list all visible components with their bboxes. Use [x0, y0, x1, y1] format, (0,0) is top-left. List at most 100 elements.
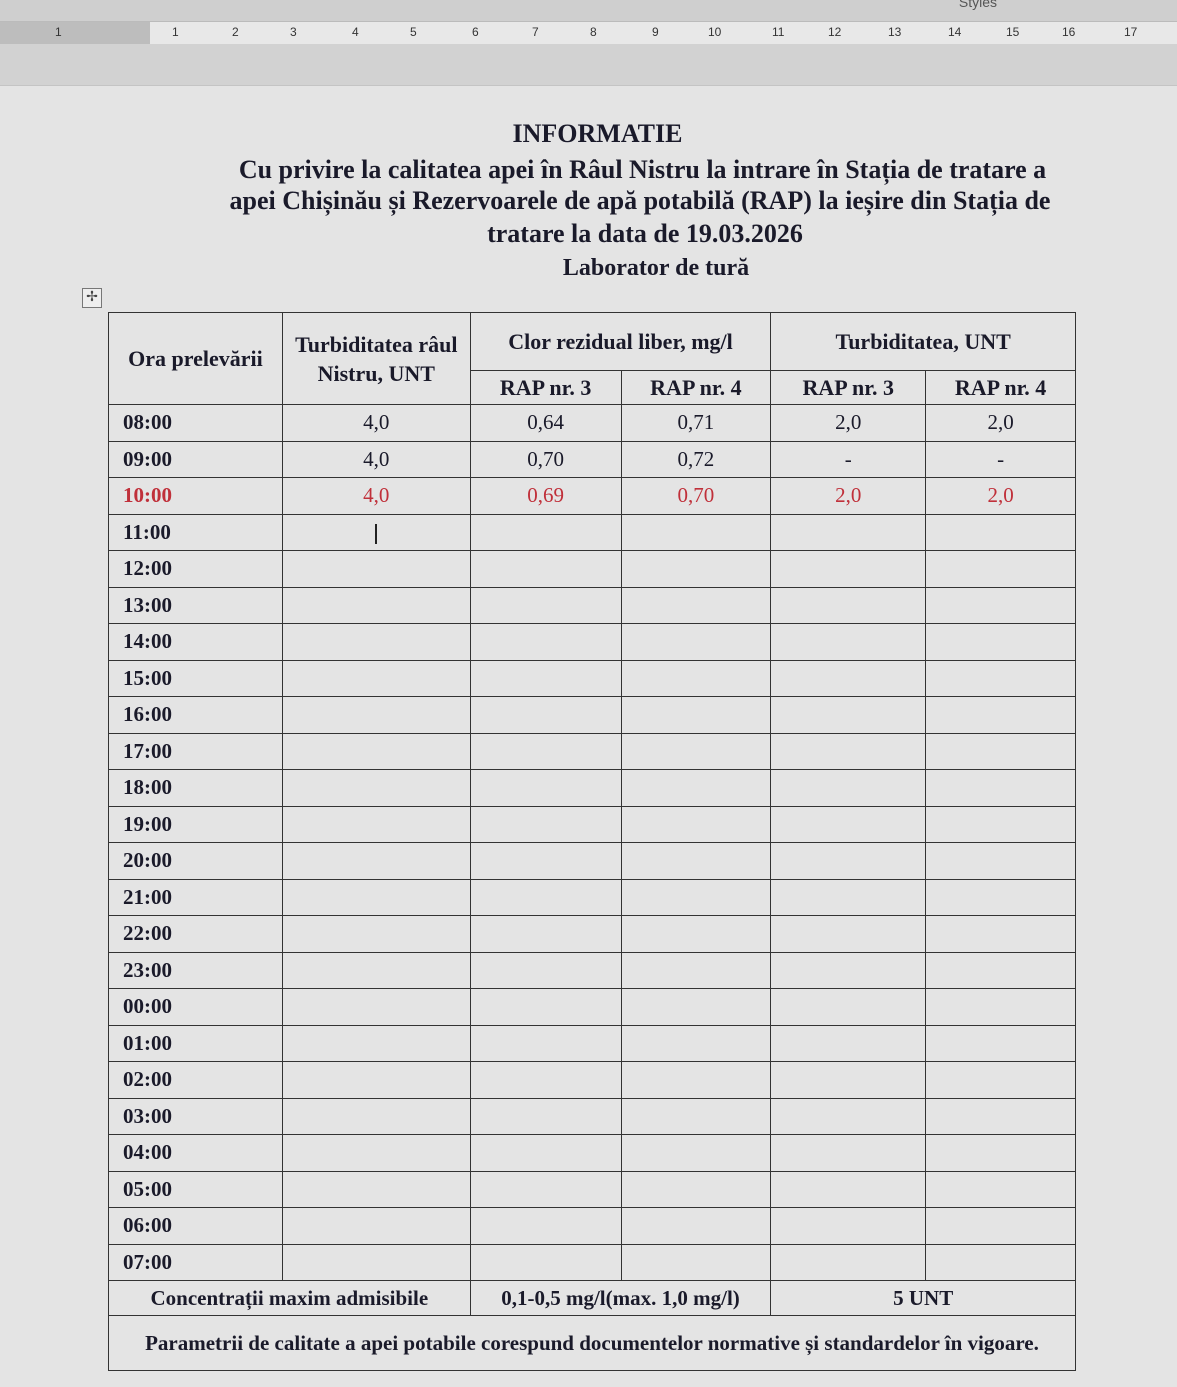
cell-t3[interactable]: 2,0 [770, 404, 927, 442]
cell-cl4[interactable] [620, 1207, 772, 1245]
cell-t4[interactable] [925, 1097, 1076, 1135]
cell-cl4[interactable] [620, 696, 772, 734]
cell-cl3[interactable]: 0,70 [469, 440, 622, 478]
cell-time[interactable]: 13:00 [108, 586, 283, 624]
cell-cl4[interactable] [620, 988, 772, 1026]
cell-t3[interactable] [770, 659, 927, 697]
cell-river[interactable] [281, 1134, 471, 1172]
cell-river[interactable] [281, 805, 471, 843]
cell-river[interactable] [281, 915, 471, 953]
cell-time[interactable]: 21:00 [108, 878, 283, 916]
cell-time[interactable]: 19:00 [108, 805, 283, 843]
cell-river[interactable] [281, 623, 471, 661]
cell-time[interactable]: 10:00 [108, 477, 283, 515]
cell-t4[interactable] [925, 988, 1076, 1026]
cell-cl3[interactable] [469, 1061, 622, 1099]
cell-t3[interactable] [770, 623, 927, 661]
cell-cl4[interactable] [620, 1134, 772, 1172]
cell-river[interactable] [281, 1061, 471, 1099]
cell-cl4[interactable] [620, 878, 772, 916]
cell-t3[interactable] [770, 732, 927, 770]
cell-cl3[interactable] [469, 769, 622, 807]
cell-time[interactable]: 16:00 [108, 696, 283, 734]
cell-t3[interactable] [770, 550, 927, 588]
cell-time[interactable]: 15:00 [108, 659, 283, 697]
cell-time[interactable]: 07:00 [108, 1243, 283, 1281]
cell-t3[interactable] [770, 988, 927, 1026]
cell-time[interactable]: 17:00 [108, 732, 283, 770]
cell-t4[interactable] [925, 1170, 1076, 1208]
cell-t3[interactable] [770, 696, 927, 734]
cell-time[interactable]: 08:00 [108, 404, 283, 442]
cell-cl4[interactable] [620, 1170, 772, 1208]
cell-cl3[interactable] [469, 1243, 622, 1281]
cell-t3[interactable] [770, 1134, 927, 1172]
cell-cl4[interactable] [620, 951, 772, 989]
cell-t4[interactable]: - [925, 440, 1076, 478]
cell-river[interactable] [281, 1097, 471, 1135]
cell-t4[interactable] [925, 769, 1076, 807]
cell-cl3[interactable] [469, 878, 622, 916]
cell-cl3[interactable] [469, 805, 622, 843]
cell-t3[interactable] [770, 1170, 927, 1208]
cell-cl4[interactable] [620, 550, 772, 588]
cell-cl4[interactable] [620, 1024, 772, 1062]
cell-t3[interactable] [770, 842, 927, 880]
cell-cl3[interactable] [469, 586, 622, 624]
cell-t4[interactable] [925, 1134, 1076, 1172]
cell-t3[interactable] [770, 878, 927, 916]
cell-t4[interactable] [925, 513, 1076, 551]
cell-time[interactable]: 20:00 [108, 842, 283, 880]
table-move-handle-icon[interactable]: ✢ [82, 288, 102, 308]
cell-cl3[interactable] [469, 842, 622, 880]
cell-t3[interactable] [770, 513, 927, 551]
horizontal-ruler[interactable]: 1 1 2 3 4 5 6 7 8 9 10 11 12 13 14 15 16 17 [0, 22, 1177, 44]
cell-t4[interactable] [925, 805, 1076, 843]
cell-cl4[interactable] [620, 659, 772, 697]
cell-time[interactable]: 23:00 [108, 951, 283, 989]
cell-t3[interactable] [770, 805, 927, 843]
cell-t4[interactable] [925, 659, 1076, 697]
cell-river[interactable] [281, 842, 471, 880]
cell-time[interactable]: 01:00 [108, 1024, 283, 1062]
cell-cl3[interactable] [469, 696, 622, 734]
cell-cl3[interactable] [469, 732, 622, 770]
cell-river[interactable] [281, 659, 471, 697]
cell-cl4[interactable]: 0,72 [620, 440, 772, 478]
cell-time[interactable]: 18:00 [108, 769, 283, 807]
cell-t4[interactable] [925, 623, 1076, 661]
cell-time[interactable]: 12:00 [108, 550, 283, 588]
cell-cl4[interactable] [620, 623, 772, 661]
cell-cl4[interactable]: 0,70 [620, 477, 772, 515]
cell-river[interactable] [281, 696, 471, 734]
cell-t4[interactable] [925, 842, 1076, 880]
cell-t4[interactable] [925, 586, 1076, 624]
cell-time[interactable]: 03:00 [108, 1097, 283, 1135]
cell-river[interactable] [281, 1207, 471, 1245]
cell-t4[interactable] [925, 1207, 1076, 1245]
cell-t4[interactable]: 2,0 [925, 404, 1076, 442]
cell-t3[interactable] [770, 586, 927, 624]
cell-cl3[interactable] [469, 951, 622, 989]
cell-t3[interactable] [770, 1097, 927, 1135]
cell-river[interactable] [281, 1243, 471, 1281]
cell-t3[interactable] [770, 1243, 927, 1281]
cell-cl4[interactable] [620, 842, 772, 880]
cell-t4[interactable] [925, 1024, 1076, 1062]
cell-cl4[interactable]: 0,71 [620, 404, 772, 442]
cell-cl4[interactable] [620, 915, 772, 953]
cell-cl3[interactable] [469, 550, 622, 588]
cell-cl3[interactable] [469, 988, 622, 1026]
cell-cl3[interactable] [469, 1134, 622, 1172]
cell-cl3[interactable] [469, 513, 622, 551]
cell-t4[interactable] [925, 1243, 1076, 1281]
cell-river[interactable] [281, 988, 471, 1026]
cell-t3[interactable]: - [770, 440, 927, 478]
cell-t4[interactable] [925, 878, 1076, 916]
cell-time[interactable]: 22:00 [108, 915, 283, 953]
cell-cl3[interactable] [469, 1024, 622, 1062]
cell-river[interactable] [281, 878, 471, 916]
cell-cl3[interactable]: 0,64 [469, 404, 622, 442]
cell-cl4[interactable] [620, 1061, 772, 1099]
cell-cl3[interactable] [469, 1170, 622, 1208]
